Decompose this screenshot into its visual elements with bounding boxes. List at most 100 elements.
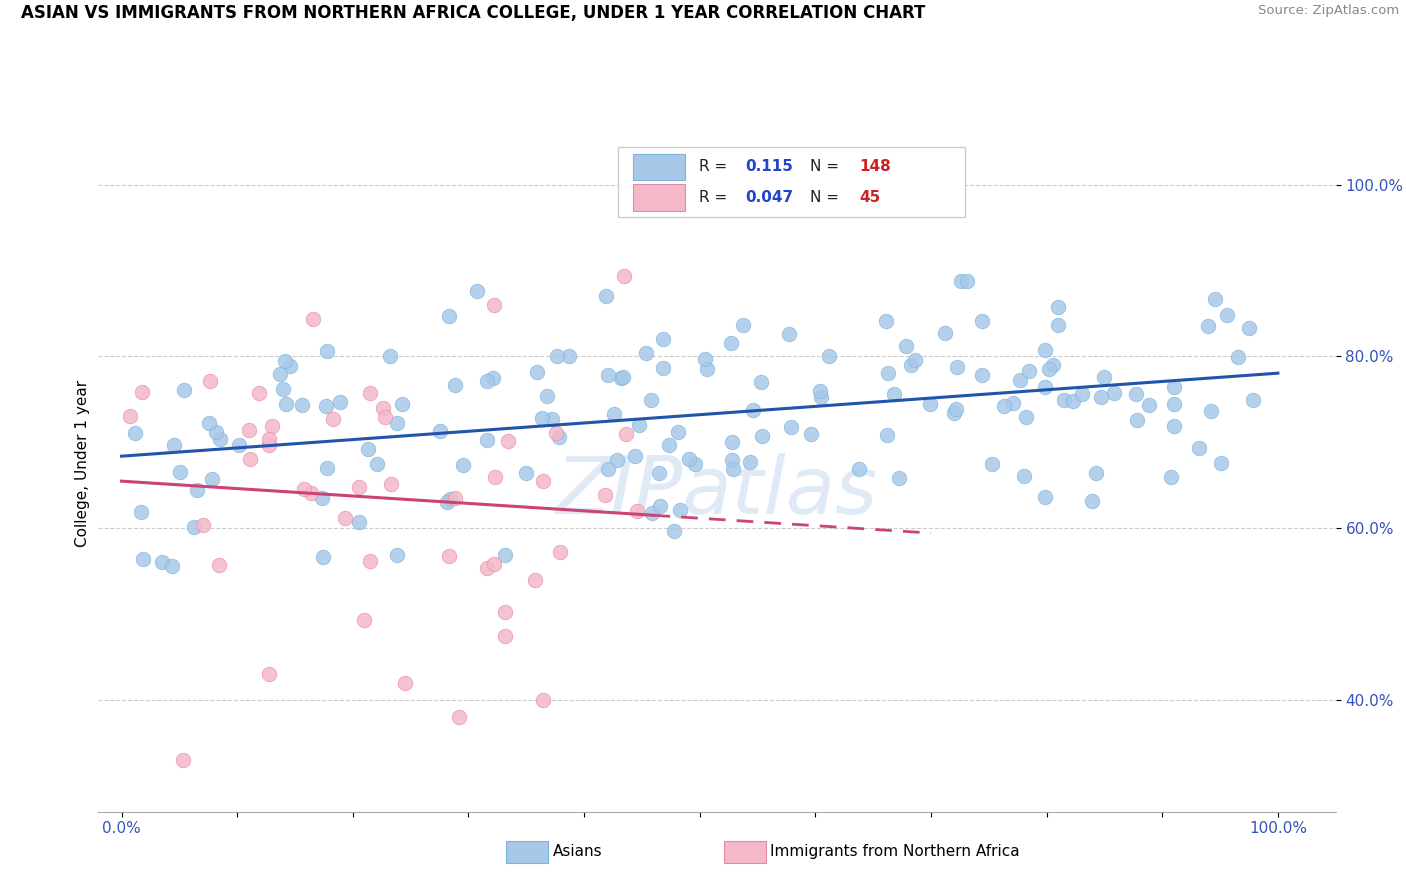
Point [150, 555, 173, 569]
Point [394, 676, 416, 690]
FancyBboxPatch shape [619, 147, 965, 217]
Point [731, 318, 754, 333]
Text: R =: R = [699, 190, 731, 205]
Point [201, 472, 224, 486]
Point [738, 454, 761, 468]
Point [1163, 380, 1185, 394]
Point [475, 374, 498, 388]
Point [315, 399, 337, 413]
Point [437, 309, 460, 323]
Point [160, 558, 183, 573]
Point [515, 466, 537, 480]
Y-axis label: College, Under 1 year: College, Under 1 year [75, 380, 90, 548]
Point [721, 435, 744, 450]
Point [439, 549, 461, 564]
Point [1046, 301, 1069, 315]
Point [1081, 494, 1104, 508]
Point [596, 461, 619, 475]
Point [626, 504, 648, 518]
Point [683, 457, 706, 471]
Point [1042, 358, 1064, 372]
Point [1012, 469, 1035, 483]
Point [1070, 387, 1092, 401]
Point [172, 753, 194, 767]
Point [666, 425, 689, 439]
Point [475, 561, 498, 575]
Text: ASIAN VS IMMIGRANTS FROM NORTHERN AFRICA COLLEGE, UNDER 1 YEAR CORRELATION CHART: ASIAN VS IMMIGRANTS FROM NORTHERN AFRICA… [21, 4, 925, 22]
Point [311, 550, 333, 565]
Point [385, 548, 408, 562]
Point [269, 367, 291, 381]
Point [972, 368, 994, 382]
Point [311, 491, 333, 506]
Point [239, 452, 262, 467]
Point [163, 437, 186, 451]
Point [447, 710, 470, 724]
Point [481, 371, 503, 385]
Point [544, 426, 567, 441]
Point [993, 399, 1015, 413]
Point [278, 359, 301, 374]
Point [531, 693, 554, 707]
Point [603, 407, 626, 421]
Point [1052, 392, 1074, 407]
Point [315, 343, 337, 358]
Point [429, 425, 451, 439]
Point [526, 365, 548, 379]
Point [198, 374, 221, 388]
Point [1125, 413, 1147, 427]
Point [131, 385, 153, 400]
Point [329, 395, 352, 409]
Point [316, 460, 339, 475]
Point [1102, 385, 1125, 400]
Point [918, 397, 941, 411]
Point [204, 425, 226, 440]
Point [848, 462, 870, 476]
Point [875, 314, 897, 328]
Point [257, 432, 280, 446]
Point [247, 386, 270, 401]
Point [482, 557, 505, 571]
Point [596, 368, 619, 382]
Point [934, 326, 956, 341]
Point [391, 397, 413, 411]
Point [751, 429, 773, 443]
Point [302, 311, 325, 326]
Point [696, 361, 718, 376]
Point [652, 332, 675, 346]
Point [720, 335, 742, 350]
Point [290, 398, 312, 412]
Point [498, 434, 520, 449]
Point [259, 667, 281, 681]
Point [662, 524, 685, 539]
Point [894, 339, 917, 353]
Text: ZIPatlas: ZIPatlas [555, 452, 879, 531]
Point [209, 432, 232, 446]
Point [385, 416, 408, 430]
Point [904, 353, 927, 368]
Point [1241, 393, 1264, 408]
Point [1209, 456, 1232, 470]
Point [353, 613, 375, 627]
Point [818, 349, 841, 363]
Point [1188, 441, 1211, 455]
Text: 0.047: 0.047 [745, 190, 793, 205]
Point [640, 392, 662, 407]
Point [228, 438, 250, 452]
Point [1226, 350, 1249, 364]
Point [876, 366, 898, 380]
Point [292, 482, 315, 496]
Point [484, 469, 506, 483]
Point [524, 573, 547, 587]
Point [1035, 380, 1057, 394]
Text: 45: 45 [859, 190, 880, 205]
Point [612, 369, 634, 384]
Point [546, 349, 568, 363]
Point [274, 397, 297, 411]
Point [808, 384, 831, 398]
Point [444, 491, 467, 506]
Point [1204, 292, 1226, 306]
Point [1160, 470, 1182, 484]
Point [610, 370, 633, 384]
Point [627, 417, 650, 432]
